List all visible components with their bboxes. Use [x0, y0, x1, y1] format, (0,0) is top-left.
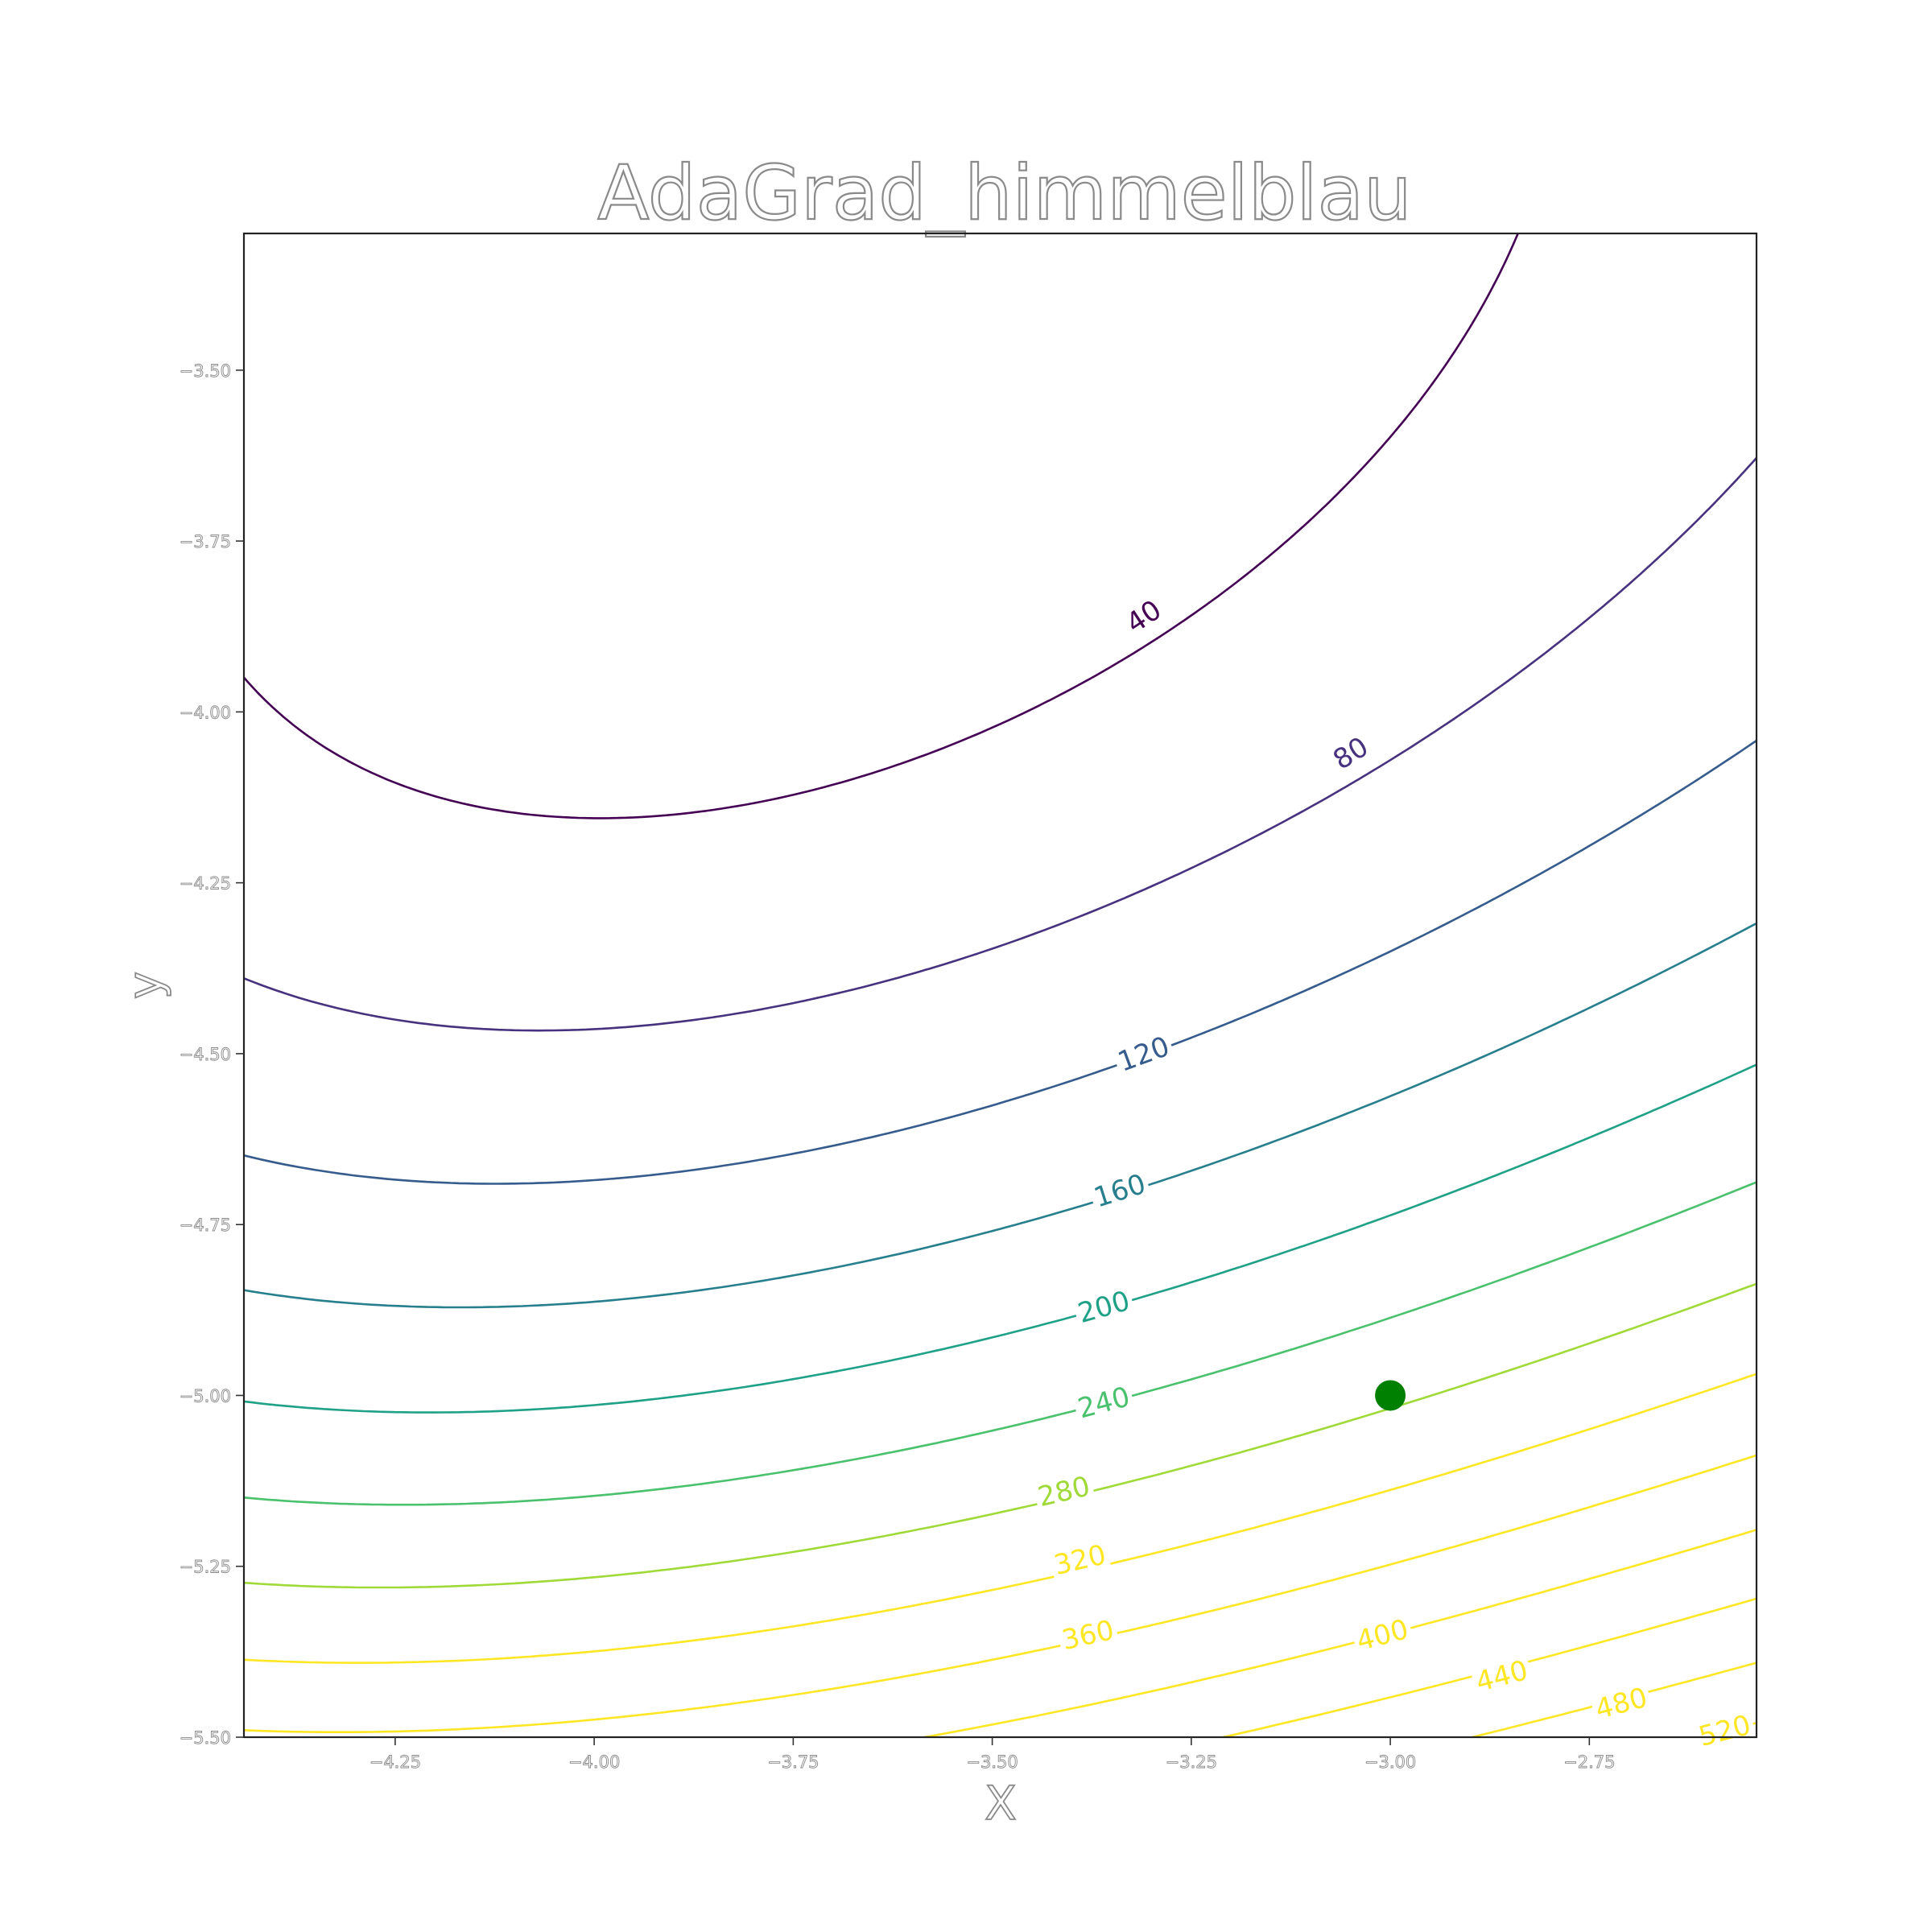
contour-line-80	[244, 456, 1757, 1032]
y-tick-label: −4.75	[180, 1216, 231, 1235]
current-point-marker	[1375, 1380, 1406, 1411]
contour-line-240	[244, 1181, 1757, 1506]
contour-label-gap	[1692, 1706, 1757, 1753]
y-tick-label: −4.50	[180, 1045, 231, 1064]
x-tick-label: −4.25	[369, 1752, 421, 1772]
x-tick-label: −3.75	[767, 1752, 819, 1772]
contour-label-gap	[1109, 585, 1177, 646]
contour-line-200	[244, 1063, 1757, 1414]
y-tick-label: −5.25	[180, 1558, 231, 1577]
y-tick-label: −3.75	[180, 532, 231, 551]
contour-lines	[244, 233, 1757, 1737]
y-axis-label: y	[118, 972, 172, 999]
contour-label-gap	[1047, 1535, 1112, 1582]
contour-line-120	[244, 739, 1757, 1185]
contour-label-gap	[1071, 1282, 1137, 1331]
x-tick-label: −2.75	[1563, 1752, 1615, 1772]
x-tick-label: −4.00	[568, 1752, 620, 1772]
marker-layer	[1375, 1380, 1406, 1411]
y-tick-label: −5.00	[180, 1386, 231, 1406]
x-axis-label: X	[985, 1776, 1017, 1831]
chart-title: AdaGrad_himmelblau	[597, 150, 1411, 237]
contour-line-360	[244, 1454, 1757, 1733]
contour-label-gap	[1031, 1467, 1096, 1514]
contour-label-160: 160	[1086, 1164, 1153, 1215]
contour-line-280	[244, 1282, 1757, 1589]
contour-label-gap	[1110, 1026, 1177, 1080]
y-tick-label: −3.50	[180, 361, 231, 381]
contour-label-gap	[1469, 1651, 1534, 1699]
contour-label-gap	[1316, 722, 1384, 782]
contour-line-320	[244, 1373, 1757, 1664]
contour-line-40	[244, 233, 1519, 819]
contour-line-160	[244, 922, 1757, 1309]
contour-label-gap	[1349, 1610, 1415, 1658]
x-tick-label: −3.50	[966, 1752, 1018, 1772]
y-tick-label: −4.25	[180, 874, 231, 894]
x-axis-ticks: −4.25 −4.00 −3.75 −3.50 −3.25 −3.00 −2.75	[369, 1737, 1616, 1772]
contour-label-gap	[1588, 1678, 1653, 1726]
contour-label-gap	[1086, 1164, 1153, 1215]
x-tick-label: −3.25	[1166, 1752, 1217, 1772]
x-tick-label: −3.00	[1364, 1752, 1416, 1772]
contour-label-gap	[1055, 1611, 1120, 1657]
contour-label-440: 440	[1469, 1651, 1534, 1699]
y-tick-label: −5.50	[180, 1728, 231, 1748]
plot-frame	[242, 232, 1758, 1739]
y-axis-ticks: −3.50 −3.75 −4.00 −4.25 −4.50 −4.75 −5.00 −5.25…	[179, 361, 244, 1748]
contour-label-gap	[1071, 1377, 1136, 1426]
y-tick-label: −4.00	[180, 703, 231, 722]
